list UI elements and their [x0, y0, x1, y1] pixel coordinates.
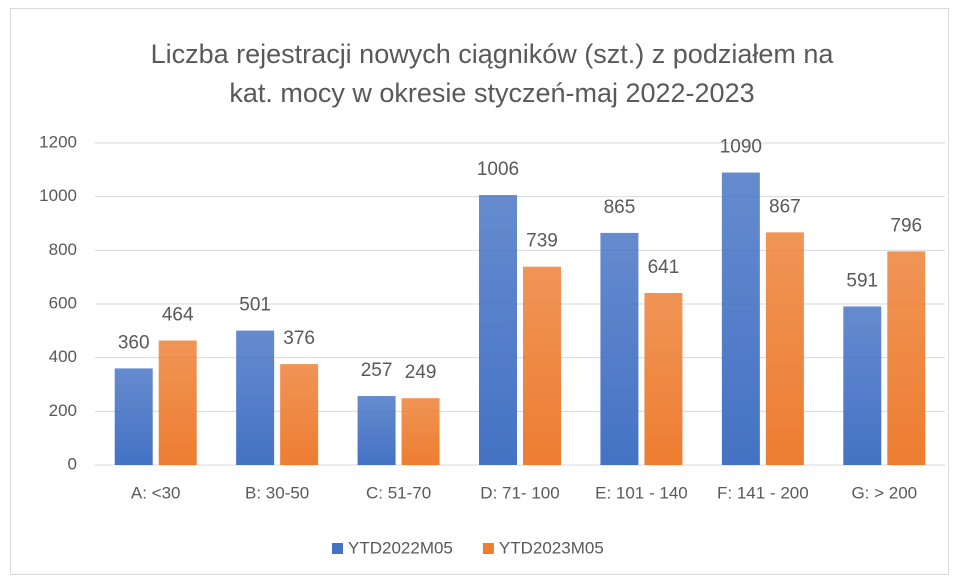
data-label: 591 [846, 270, 878, 291]
y-tick-label: 400 [49, 347, 77, 366]
data-label: 464 [162, 305, 194, 326]
bar [644, 292, 683, 465]
x-tick-label: A: <30 [131, 483, 181, 502]
x-tick-label: F: 141 - 200 [717, 483, 809, 502]
bar [401, 398, 440, 465]
y-tick-label: 0 [68, 454, 77, 473]
bar [236, 330, 275, 465]
y-tick-label: 1000 [39, 186, 77, 205]
legend-swatch [482, 543, 494, 554]
data-label: 641 [648, 257, 680, 278]
data-label: 867 [769, 196, 801, 217]
data-label: 739 [526, 231, 558, 252]
chart-title: kat. mocy w okresie styczeń-maj 2022-202… [229, 78, 754, 108]
x-tick-label: E: 101 - 140 [595, 483, 688, 502]
data-label: 865 [604, 197, 636, 218]
bar [887, 251, 926, 465]
x-tick-label: C: 51-70 [366, 483, 431, 502]
bar [357, 396, 396, 465]
x-tick-label: B: 30-50 [245, 483, 309, 502]
legend-label: YTD2023M05 [499, 538, 604, 557]
bar [721, 172, 760, 465]
y-tick-label: 200 [49, 401, 77, 420]
data-label: 376 [283, 328, 315, 349]
legend-label: YTD2022M05 [348, 538, 453, 557]
legend-swatch [332, 543, 343, 554]
bar [523, 266, 561, 465]
bar [843, 306, 882, 465]
data-label: 796 [890, 215, 922, 236]
bar [114, 368, 153, 465]
y-tick-label: 1200 [39, 132, 77, 151]
data-label: 257 [361, 360, 393, 381]
data-label: 249 [405, 362, 437, 383]
chart-title: Liczba rejestracji nowych ciągników (szt… [151, 39, 835, 69]
y-tick-label: 800 [49, 240, 77, 259]
bar [765, 232, 804, 465]
bar [600, 232, 639, 465]
bar [280, 364, 319, 465]
data-label: 1090 [720, 137, 762, 158]
data-label: 501 [239, 295, 271, 316]
bar [158, 340, 197, 465]
x-tick-label: D: 71- 100 [480, 483, 559, 502]
data-label: 1006 [477, 159, 519, 180]
x-tick-label: G: > 200 [851, 483, 917, 502]
data-label: 360 [118, 332, 150, 353]
y-tick-label: 600 [49, 293, 77, 312]
bar [479, 195, 517, 465]
